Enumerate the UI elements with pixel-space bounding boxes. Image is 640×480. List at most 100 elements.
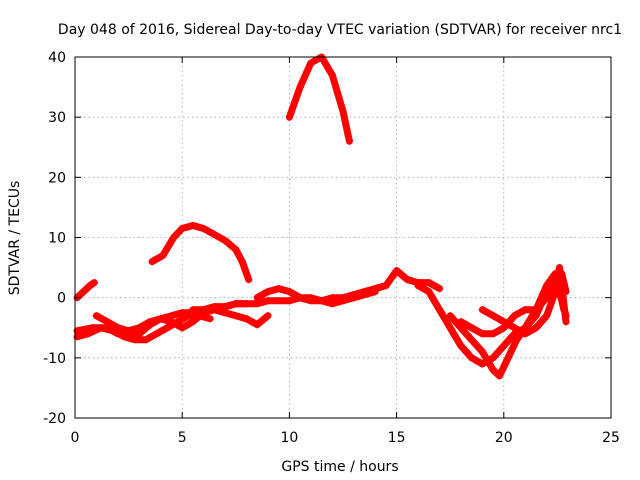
- data-point: [478, 348, 486, 356]
- data-point: [511, 312, 519, 320]
- series-line-arc-12: [478, 264, 570, 338]
- data-point: [189, 306, 197, 314]
- data-point: [296, 294, 304, 302]
- data-point: [206, 315, 214, 323]
- data-point: [543, 282, 551, 290]
- data-point: [328, 71, 336, 79]
- data-point: [468, 336, 476, 344]
- data-point: [446, 312, 454, 320]
- data-point: [90, 279, 98, 287]
- data-point: [92, 312, 100, 320]
- data-point: [425, 288, 433, 296]
- data-point: [549, 294, 557, 302]
- data-point: [232, 300, 240, 308]
- series-line-arc-7: [253, 267, 443, 305]
- data-point: [210, 230, 218, 238]
- data-point: [521, 306, 529, 314]
- data-point: [489, 312, 497, 320]
- series-line-arc-5: [148, 222, 253, 284]
- y-tick-label: 20: [48, 170, 66, 186]
- data-point: [318, 297, 326, 305]
- data-point: [543, 294, 551, 302]
- data-point: [120, 333, 128, 341]
- data-point: [238, 258, 246, 266]
- data-point: [264, 297, 272, 305]
- data-point: [232, 312, 240, 320]
- y-tick-label: 30: [48, 110, 66, 126]
- data-point: [253, 300, 261, 308]
- data-point: [307, 297, 315, 305]
- x-tick-label: 10: [280, 430, 298, 446]
- data-point: [500, 342, 508, 350]
- data-point: [243, 300, 251, 308]
- data-point: [511, 324, 519, 332]
- data-point: [146, 318, 154, 326]
- data-point: [103, 318, 111, 326]
- data-point: [178, 324, 186, 332]
- data-point: [285, 288, 293, 296]
- data-point: [163, 324, 171, 332]
- data-point: [131, 336, 139, 344]
- y-tick-label: 10: [48, 231, 66, 247]
- data-point: [521, 330, 529, 338]
- data-point: [307, 59, 315, 67]
- data-point: [328, 294, 336, 302]
- data-point: [556, 264, 564, 272]
- data-point: [543, 312, 551, 320]
- data-point: [468, 324, 476, 332]
- data-point: [489, 354, 497, 362]
- data-point: [296, 83, 304, 91]
- data-point: [532, 306, 540, 314]
- data-point: [178, 224, 186, 232]
- data-point: [210, 303, 218, 311]
- x-tick-label: 0: [71, 430, 80, 446]
- data-point: [500, 318, 508, 326]
- data-point: [97, 324, 105, 332]
- data-series: [73, 53, 570, 380]
- data-point: [159, 252, 167, 260]
- data-point: [275, 285, 283, 293]
- data-point: [264, 312, 272, 320]
- x-tick-label: 15: [388, 430, 406, 446]
- data-point: [221, 303, 229, 311]
- data-point: [285, 113, 293, 121]
- data-point: [114, 324, 122, 332]
- data-point: [345, 137, 353, 145]
- data-point: [135, 330, 143, 338]
- data-point: [170, 234, 178, 241]
- y-tick-label: 40: [48, 50, 66, 66]
- data-point: [125, 327, 133, 335]
- data-point: [221, 309, 229, 317]
- data-point: [468, 354, 476, 362]
- data-point: [382, 282, 390, 290]
- data-point: [414, 282, 422, 290]
- data-point: [243, 315, 251, 323]
- y-axis-label: SDTVAR / TECUs: [7, 181, 23, 296]
- data-point: [403, 276, 411, 284]
- x-tick-label: 25: [602, 430, 620, 446]
- data-point: [496, 372, 504, 380]
- chart-title: Day 048 of 2016, Sidereal Day-to-day VTE…: [58, 22, 622, 38]
- data-point: [245, 276, 253, 284]
- data-point: [167, 318, 175, 326]
- y-tick-label: -20: [43, 411, 66, 427]
- data-point: [189, 318, 197, 326]
- data-point: [360, 288, 368, 296]
- data-point: [80, 288, 88, 296]
- data-point: [178, 309, 186, 317]
- data-point: [457, 342, 465, 350]
- data-point: [148, 258, 156, 266]
- data-point: [532, 324, 540, 332]
- data-point: [84, 330, 92, 338]
- series-line-arc-8: [285, 53, 353, 145]
- data-point: [489, 366, 497, 374]
- data-point: [328, 300, 336, 308]
- data-point: [393, 267, 401, 275]
- data-point: [513, 336, 521, 344]
- x-tick-label: 20: [495, 430, 513, 446]
- data-point: [478, 330, 486, 338]
- data-point: [339, 107, 347, 115]
- x-axis-label: GPS time / hours: [281, 459, 398, 475]
- data-point: [135, 324, 143, 332]
